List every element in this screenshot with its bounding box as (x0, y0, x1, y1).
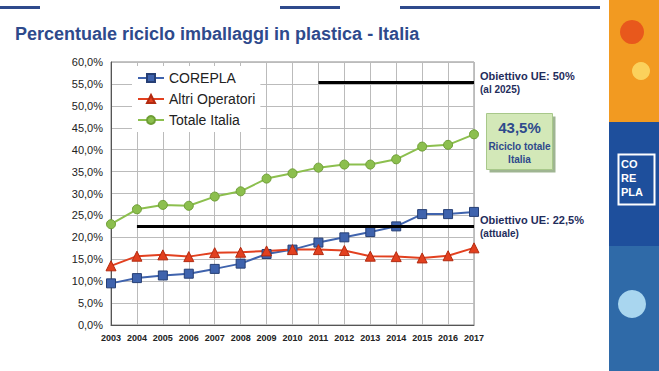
svg-text:COREPLA: COREPLA (169, 70, 237, 86)
svg-text:2016: 2016 (438, 333, 458, 343)
svg-text:PLA: PLA (621, 186, 643, 198)
svg-text:RE: RE (621, 172, 636, 184)
svg-text:(attuale): (attuale) (480, 228, 519, 239)
svg-text:2017: 2017 (464, 333, 484, 343)
svg-text:Riciclo totale: Riciclo totale (488, 141, 551, 152)
svg-text:20,0%: 20,0% (72, 231, 103, 243)
svg-text:CO: CO (621, 158, 638, 170)
svg-text:15,0%: 15,0% (72, 253, 103, 265)
svg-text:(al 2025): (al 2025) (480, 84, 520, 95)
svg-text:2013: 2013 (360, 333, 380, 343)
svg-text:2006: 2006 (179, 333, 199, 343)
svg-text:2004: 2004 (127, 333, 147, 343)
svg-text:55,0%: 55,0% (72, 78, 103, 90)
svg-text:45,0%: 45,0% (72, 122, 103, 134)
svg-text:2003: 2003 (101, 333, 121, 343)
svg-text:30,0%: 30,0% (72, 188, 103, 200)
svg-text:0,0%: 0,0% (78, 319, 103, 331)
svg-text:2012: 2012 (334, 333, 354, 343)
svg-text:Obiettivo UE: 50%: Obiettivo UE: 50% (480, 70, 575, 82)
svg-text:Percentuale riciclo imballaggi: Percentuale riciclo imballaggi in plasti… (15, 24, 420, 44)
svg-text:Obiettivo UE: 22,5%: Obiettivo UE: 22,5% (480, 214, 584, 226)
svg-text:2010: 2010 (282, 333, 302, 343)
svg-text:60,0%: 60,0% (72, 56, 103, 68)
svg-text:35,0%: 35,0% (72, 166, 103, 178)
svg-text:2008: 2008 (231, 333, 251, 343)
svg-text:50,0%: 50,0% (72, 100, 103, 112)
svg-text:Altri Operatori: Altri Operatori (169, 91, 255, 107)
svg-text:2014: 2014 (386, 333, 406, 343)
svg-text:5,0%: 5,0% (78, 297, 103, 309)
svg-text:10,0%: 10,0% (72, 275, 103, 287)
svg-text:2011: 2011 (309, 333, 329, 343)
svg-text:2005: 2005 (153, 333, 173, 343)
svg-text:40,0%: 40,0% (72, 144, 103, 156)
svg-text:Italia: Italia (508, 154, 531, 165)
svg-text:2015: 2015 (412, 333, 432, 343)
svg-text:2007: 2007 (205, 333, 225, 343)
svg-text:2009: 2009 (257, 333, 277, 343)
svg-text:25,0%: 25,0% (72, 209, 103, 221)
svg-text:Totale Italia: Totale Italia (169, 112, 240, 128)
svg-text:43,5%: 43,5% (498, 119, 541, 136)
